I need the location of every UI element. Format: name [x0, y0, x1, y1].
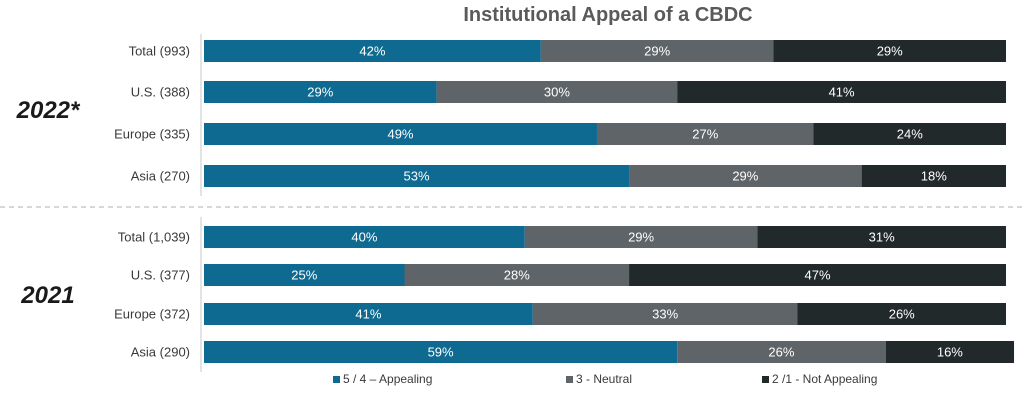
legend-swatch — [566, 376, 573, 383]
bar-segment — [813, 123, 1006, 145]
data-label: 41% — [355, 307, 381, 322]
bar-segment — [885, 341, 1015, 363]
bar-segment — [204, 81, 437, 103]
data-label: 26% — [889, 307, 915, 322]
category-label: U.S. (377) — [131, 268, 190, 283]
bar-segment — [436, 81, 678, 103]
data-label: 47% — [805, 268, 831, 283]
bar-segment — [629, 165, 862, 187]
group-label: 2022* — [16, 97, 81, 124]
data-label: 29% — [628, 230, 654, 245]
legend-swatch — [333, 376, 340, 383]
legend-label: 5 / 4 – Appealing — [343, 372, 432, 386]
bar-segment — [204, 303, 533, 325]
data-label: 41% — [829, 85, 855, 100]
bar-segment — [861, 165, 1006, 187]
data-label: 24% — [897, 127, 923, 142]
bar-segment — [797, 303, 1006, 325]
data-label: 29% — [877, 44, 903, 59]
data-label: 33% — [652, 307, 678, 322]
category-label: Total (1,039) — [118, 230, 190, 245]
bar-segment — [204, 40, 541, 62]
data-label: 40% — [351, 230, 377, 245]
category-label: Europe (372) — [114, 307, 190, 322]
data-label: 31% — [869, 230, 895, 245]
bar-segment — [532, 303, 798, 325]
bar-segment — [540, 40, 774, 62]
data-label: 29% — [732, 169, 758, 184]
data-label: 59% — [428, 345, 454, 360]
data-label: 29% — [644, 44, 670, 59]
bar-segment — [204, 165, 630, 187]
data-label: 29% — [307, 85, 333, 100]
bar-segment — [204, 226, 525, 248]
bar-segment — [204, 264, 405, 286]
data-label: 26% — [768, 345, 794, 360]
bar-segment — [757, 226, 1006, 248]
plot-area: 2022* Total (993) 42% 29% 29% U.S. (388) 29% 30… — [0, 34, 1024, 386]
legend-swatch — [762, 376, 769, 383]
chart-title: Institutional Appeal of a CBDC — [463, 4, 752, 26]
bar-segment — [204, 341, 678, 363]
data-label: 53% — [404, 169, 430, 184]
data-label: 28% — [504, 268, 530, 283]
bar-segment — [629, 264, 1006, 286]
category-label: U.S. (388) — [131, 85, 190, 100]
group-label: 2021 — [20, 282, 74, 309]
legend-label: 2 /1 - Not Appealing — [772, 372, 877, 386]
category-label: Asia (270) — [131, 169, 190, 184]
category-label: Europe (335) — [114, 127, 190, 142]
category-label: Total (993) — [129, 44, 190, 59]
data-label: 25% — [291, 268, 317, 283]
bar-segment — [404, 264, 630, 286]
bar-segment — [596, 123, 814, 145]
bar-segment — [204, 123, 597, 145]
bar-segment — [677, 341, 886, 363]
data-label: 49% — [387, 127, 413, 142]
category-label: Asia (290) — [131, 345, 190, 360]
data-label: 16% — [937, 345, 963, 360]
legend-label: 3 - Neutral — [576, 372, 632, 386]
bar-segment — [677, 81, 1006, 103]
data-label: 18% — [921, 169, 947, 184]
data-label: 42% — [359, 44, 385, 59]
bar-segment — [524, 226, 758, 248]
bar-segment — [773, 40, 1006, 62]
data-label: 27% — [692, 127, 718, 142]
data-label: 30% — [544, 85, 570, 100]
